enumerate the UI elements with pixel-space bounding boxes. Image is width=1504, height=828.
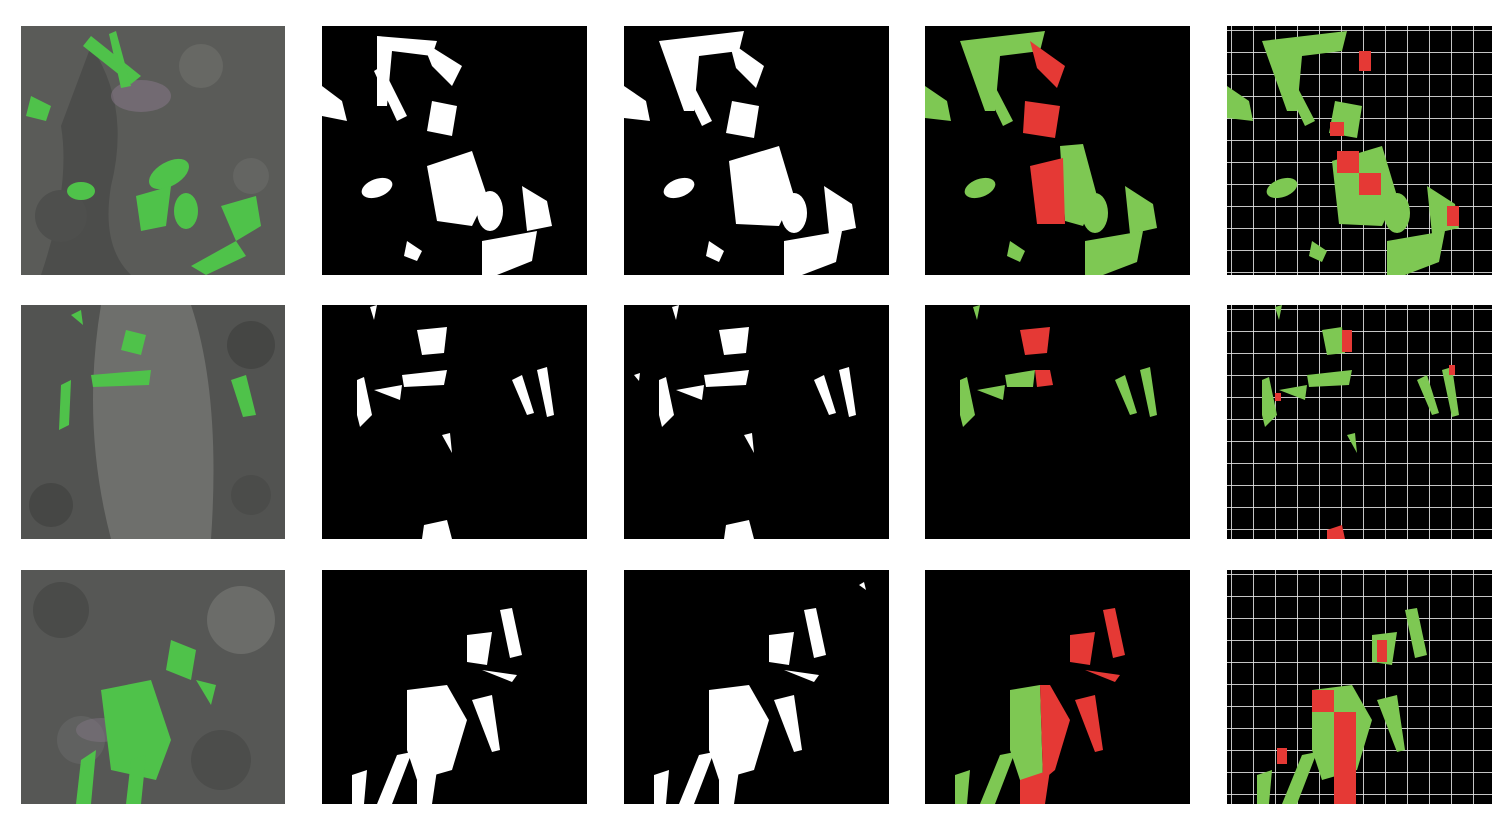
row2-grid-classification: [1227, 305, 1492, 539]
row3-grid-classification: [1227, 570, 1492, 804]
row2-predicted-mask: [624, 305, 889, 539]
row2-crop-weed-classification: [925, 305, 1190, 539]
row1-ground-truth-mask: [322, 26, 587, 275]
row1-grid-classification: [1227, 26, 1492, 275]
row3-field-image: [21, 570, 285, 804]
row1-field-image: [21, 26, 285, 275]
row2-field-image: [21, 305, 285, 539]
row3-predicted-mask: [624, 570, 889, 804]
row1-predicted-mask: [624, 26, 889, 275]
row3-crop-weed-classification: [925, 570, 1190, 804]
row1-crop-weed-classification: [925, 26, 1190, 275]
row2-ground-truth-mask: [322, 305, 587, 539]
row3-ground-truth-mask: [322, 570, 587, 804]
